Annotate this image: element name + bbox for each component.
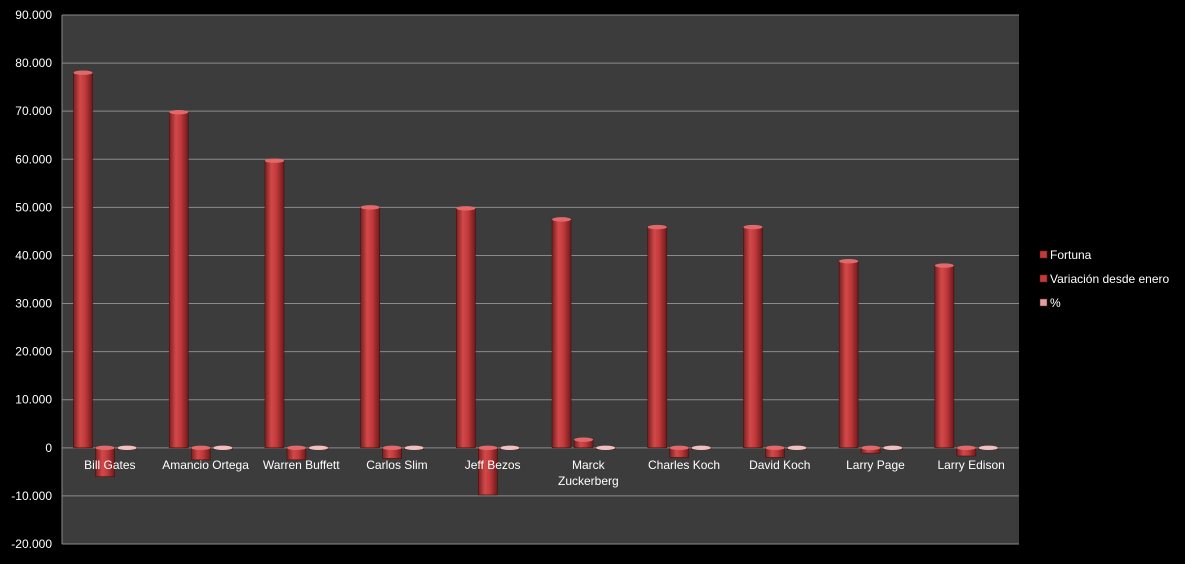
bar-cap	[669, 445, 689, 451]
bar-fortuna	[934, 265, 955, 449]
bar-cap	[691, 445, 711, 451]
bar-fortuna	[360, 207, 380, 449]
x-tick-label: Amancio Ortega	[162, 458, 249, 472]
bar-fortuna	[456, 208, 476, 449]
bar-fortuna	[168, 111, 189, 449]
x-tick-label: Warren Buffett	[263, 458, 340, 472]
bar-cap	[286, 445, 306, 451]
bar-cap	[169, 109, 189, 115]
y-tick-label: 90.000	[15, 8, 52, 22]
bar-fortuna	[838, 260, 859, 449]
y-tick-label: 0	[45, 441, 52, 455]
y-tick-label: 50.000	[15, 200, 52, 214]
y-tick-label: 10.000	[15, 393, 52, 407]
bar-cap	[574, 437, 594, 442]
y-tick-label: -10.000	[11, 489, 52, 503]
bar-fortuna	[551, 219, 572, 449]
bar-cap	[95, 445, 115, 451]
legend-swatch	[1039, 298, 1048, 307]
y-tick-label: 40.000	[15, 248, 52, 262]
x-tick-label: Carlos Slim	[366, 458, 427, 472]
x-tick-label: Bill Gates	[84, 458, 135, 472]
bar-cap	[264, 158, 284, 163]
y-axis-ticks: -20.000 -10.000 0 10.000 20.000 30.000 40.000 5…	[11, 8, 52, 551]
legend-label: %	[1050, 296, 1061, 310]
x-tick-label: Marck Zuckerberg	[558, 458, 619, 488]
bar-cap	[117, 445, 137, 451]
legend: Fortuna Variación desde enero%	[1039, 248, 1170, 310]
bar-cap	[883, 445, 903, 451]
x-tick-label: Larry Edison	[937, 458, 1004, 472]
legend-label: Fortuna	[1050, 248, 1092, 262]
legend-swatch	[1039, 250, 1048, 259]
bar-fortuna	[743, 226, 763, 449]
bar-cap	[647, 224, 667, 230]
plot-area	[62, 15, 1019, 544]
y-tick-label: 70.000	[15, 104, 52, 118]
legend-swatch	[1039, 274, 1048, 283]
bar-cap	[500, 445, 520, 451]
bar-cap	[934, 263, 954, 268]
y-tick-label: 30.000	[15, 297, 52, 311]
bar-cap	[839, 259, 859, 264]
bar-cap	[861, 445, 881, 451]
y-tick-label: 80.000	[15, 56, 52, 70]
bar-fortuna	[647, 226, 668, 449]
bar-cap	[213, 445, 233, 451]
bar-cap	[73, 70, 93, 75]
bar-cap	[478, 445, 498, 451]
bar-cap	[978, 445, 998, 451]
x-tick-label: Larry Page	[846, 458, 905, 472]
bar-cap	[456, 206, 476, 211]
bar-cap	[191, 445, 211, 451]
x-axis-labels: Bill Gates Amancio Ortega Warren Buffett Ca…	[84, 458, 1005, 488]
bar-cap	[552, 217, 572, 222]
bar-cap	[956, 445, 976, 451]
bars	[73, 70, 999, 496]
legend-label: Variación desde enero	[1050, 272, 1170, 286]
bar-fortuna	[264, 160, 285, 449]
bar-cap	[787, 445, 807, 451]
bar-cap	[360, 205, 380, 210]
bar-cap	[743, 224, 763, 230]
bar-cap	[404, 445, 424, 451]
y-tick-label: -20.000	[11, 537, 52, 551]
bar-cap	[308, 445, 328, 451]
x-tick-label: David Koch	[749, 458, 810, 472]
bar-cap	[382, 445, 402, 451]
x-tick-label: Jeff Bezos	[465, 458, 521, 472]
bar-cap	[765, 445, 785, 451]
bar-cap	[596, 445, 616, 450]
bar-fortuna	[73, 72, 93, 449]
y-tick-label: 60.000	[15, 152, 52, 166]
x-tick-label: Charles Koch	[648, 458, 720, 472]
y-tick-label: 20.000	[15, 345, 52, 359]
